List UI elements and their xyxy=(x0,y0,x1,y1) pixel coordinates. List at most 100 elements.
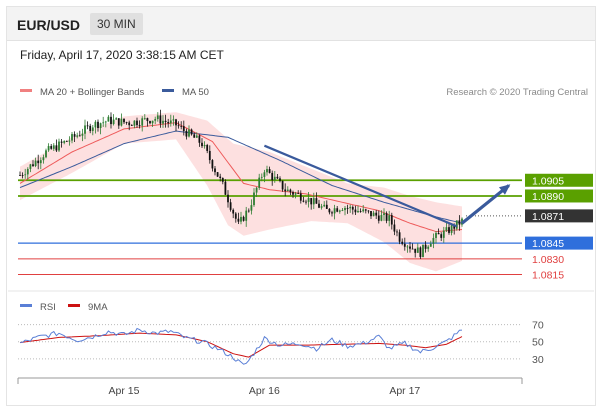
price-label-support: 1.0830 xyxy=(532,254,564,266)
candle-body xyxy=(167,122,170,124)
candle-body xyxy=(32,164,34,167)
candle-body xyxy=(411,248,414,250)
forecast-arrow-shaft xyxy=(460,184,510,225)
candle-body xyxy=(367,210,370,212)
ma50-legend-swatch xyxy=(162,89,174,92)
candle-body xyxy=(336,208,339,212)
price-label-bg xyxy=(525,236,593,250)
candle-body xyxy=(224,181,227,195)
candle-body xyxy=(424,244,427,249)
candle-body xyxy=(52,145,55,149)
candle-body xyxy=(169,120,172,124)
forecast-arrow-icon xyxy=(498,184,511,195)
candle-body xyxy=(154,119,157,121)
bollinger-band xyxy=(20,112,462,272)
candle-body xyxy=(349,206,352,209)
candle-body xyxy=(94,121,97,128)
candle-body xyxy=(429,243,432,247)
candle-body xyxy=(320,206,323,208)
candle-body xyxy=(432,237,435,244)
candle-body xyxy=(128,122,131,126)
candle-body xyxy=(71,134,73,141)
candle-body xyxy=(331,212,333,214)
candle-body xyxy=(271,172,274,180)
candle-body xyxy=(24,174,27,176)
candle-body xyxy=(294,193,297,195)
candle-body xyxy=(149,121,151,124)
rsi-legend-swatch xyxy=(20,304,32,307)
candle-body xyxy=(175,119,177,126)
candle-body xyxy=(193,134,196,138)
candle-body xyxy=(445,227,448,231)
candle-body xyxy=(416,247,419,253)
candle-body xyxy=(247,210,250,212)
candle-body xyxy=(357,211,359,213)
candle-body xyxy=(437,232,440,235)
watermark-text: Research © 2020 Trading Central xyxy=(446,87,588,98)
candle-body xyxy=(37,160,40,164)
rsi-ma-line xyxy=(19,332,463,358)
candle-body xyxy=(440,234,443,238)
candle-body xyxy=(180,126,183,127)
ma50-line xyxy=(19,130,463,224)
ma50-legend-label: MA 50 xyxy=(182,87,209,98)
candle-body xyxy=(76,135,79,137)
candle-body xyxy=(380,215,383,221)
candle-body xyxy=(305,201,307,203)
chart-widget: EUR/USD 30 MIN Friday, April 17, 2020 3:… xyxy=(6,6,596,406)
candle-body xyxy=(91,127,94,131)
candle-body xyxy=(273,176,276,180)
candle-body xyxy=(377,215,380,221)
candle-body xyxy=(442,230,445,238)
candle-body xyxy=(107,116,110,122)
candle-body xyxy=(362,209,365,212)
price-label-bg xyxy=(525,189,593,203)
candle-body xyxy=(422,244,424,258)
candle-body xyxy=(315,198,318,204)
price-label-resistance: 1.0905 xyxy=(532,175,564,187)
candle-body xyxy=(245,210,248,221)
candle-body xyxy=(221,177,224,182)
candle-body xyxy=(198,135,201,143)
candle-body xyxy=(60,141,63,143)
candle-body xyxy=(110,116,112,125)
rsi-ma-legend-label: 9MA xyxy=(88,302,108,313)
candle-body xyxy=(84,125,86,134)
candle-body xyxy=(89,125,92,131)
candle-body xyxy=(219,176,222,178)
candle-body xyxy=(115,118,118,120)
candle-body xyxy=(211,160,214,169)
candle-body xyxy=(401,241,404,244)
candle-body xyxy=(133,120,136,126)
candle-body xyxy=(307,198,310,202)
candle-body xyxy=(448,227,450,233)
candle-body xyxy=(21,175,24,176)
candle-body xyxy=(63,141,66,143)
candle-body xyxy=(414,248,417,253)
rsi-tick-label: 70 xyxy=(532,320,544,332)
candle-body xyxy=(250,205,253,211)
candle-body xyxy=(375,212,378,216)
candle-body xyxy=(263,172,266,177)
candle-body xyxy=(323,204,326,207)
candle-body xyxy=(455,220,458,229)
candle-body xyxy=(86,125,89,127)
candle-body xyxy=(253,192,255,206)
candle-body xyxy=(240,216,242,222)
candle-body xyxy=(237,218,240,222)
candle-body xyxy=(206,144,209,151)
candle-body xyxy=(333,208,336,214)
candle-body xyxy=(338,210,341,212)
candle-body xyxy=(188,129,190,137)
candle-body xyxy=(390,215,393,225)
candle-body xyxy=(284,189,287,192)
trendline xyxy=(263,144,458,228)
candle-body xyxy=(123,118,125,123)
timeframe-button[interactable]: 30 MIN xyxy=(90,13,143,35)
candle-body xyxy=(203,144,206,147)
candle-body xyxy=(354,209,357,213)
candle-body xyxy=(427,246,430,249)
x-tick-label: Apr 17 xyxy=(389,385,420,397)
candle-body xyxy=(136,120,138,126)
